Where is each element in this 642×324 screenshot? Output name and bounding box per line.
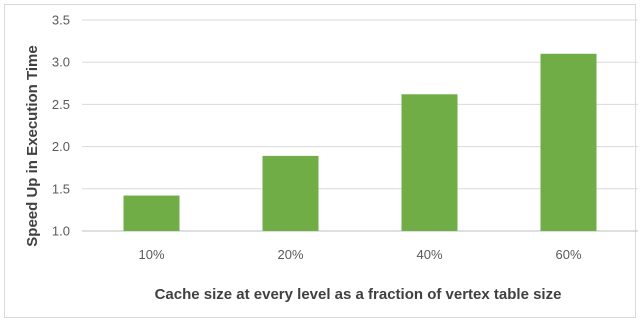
x-tick-label: 20% (277, 247, 303, 262)
bar (540, 53, 597, 232)
y-tick-label: 2.0 (52, 139, 70, 154)
y-tick-labels: 1.0 1.5 2.0 2.5 3.0 3.5 (52, 13, 70, 239)
bar (123, 195, 180, 231)
bar (262, 155, 319, 231)
x-tick-label: 10% (138, 247, 164, 262)
y-tick-label: 1.0 (52, 224, 70, 239)
x-axis-title: Cache size at every level as a fraction … (155, 286, 562, 303)
y-tick-label: 1.5 (52, 181, 70, 196)
bar (401, 94, 458, 231)
x-tick-label: 60% (555, 247, 581, 262)
x-tick-labels: 10% 20% 40% 60% (138, 247, 581, 262)
x-tick-label: 40% (416, 247, 442, 262)
chart-frame (4, 4, 636, 318)
bars (123, 53, 597, 232)
y-tick-label: 3.0 (52, 55, 70, 70)
y-tick-label: 3.5 (52, 13, 70, 28)
y-axis-title: Speed Up in Execution Time (24, 45, 41, 246)
y-tick-label: 2.5 (52, 97, 70, 112)
